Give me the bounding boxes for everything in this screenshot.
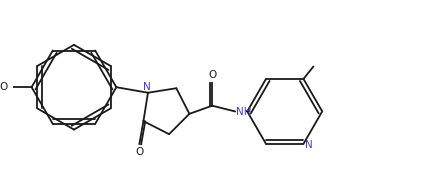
Text: O: O [0,82,8,92]
Text: N: N [305,140,313,150]
Text: O: O [135,147,144,157]
Text: NH: NH [236,107,251,117]
Text: O: O [208,70,216,80]
Text: N: N [143,82,151,92]
